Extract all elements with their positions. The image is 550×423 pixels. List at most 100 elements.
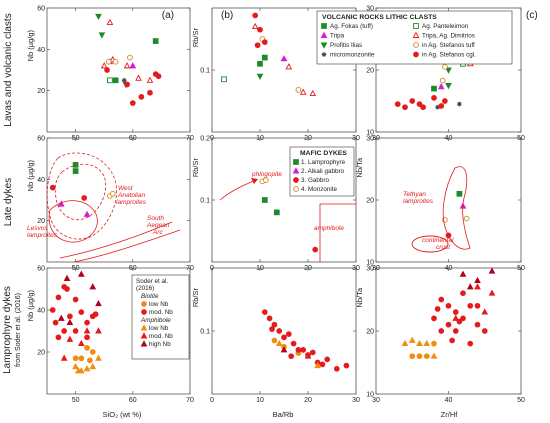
label-tethyan-2: lamproites: [403, 198, 434, 205]
data-point-amp_low: [401, 339, 409, 347]
y-axis-title: Nb (µg/g): [26, 290, 35, 322]
y-tick-label: 60: [37, 266, 45, 273]
data-point-amp_high: [66, 318, 74, 326]
data-point-stef_cgl: [155, 73, 162, 80]
field-south-aegean-lower: [73, 229, 181, 263]
panel-r3a: 50 60 70 20 40 60 Nb (µg/g): [26, 266, 194, 405]
data-point-bio_mod: [55, 334, 62, 341]
panel-letter-c: (c): [526, 10, 538, 21]
data-point-fokas: [257, 60, 263, 67]
data-point-amp_mod: [66, 335, 74, 342]
data-point-amp_low: [83, 365, 91, 372]
y-tick-label: 40: [37, 308, 45, 315]
data-point-lamp: [261, 197, 268, 203]
label-south-aegean-3: Arc: [152, 229, 164, 236]
data-point-bio_mod: [288, 353, 295, 360]
legend-marker-fokas: [321, 23, 327, 29]
label-continental-2: crust: [436, 244, 451, 251]
data-point-bio_mod: [319, 361, 326, 368]
data-point-ilias: [98, 32, 106, 39]
data-point-monz: [262, 177, 269, 184]
data-point-stef_cgl: [420, 104, 426, 111]
panel-r3b: 0 10 20 30 0.1 Rb/Sr: [191, 267, 360, 404]
data-point-bio_mod: [67, 313, 73, 320]
data-point-bio_low: [416, 353, 423, 360]
x-tick-label: 30: [352, 397, 360, 404]
data-point-bio_mod: [84, 319, 90, 326]
data-point-bio_mod: [431, 315, 437, 322]
y-tick-label: 30: [366, 136, 374, 143]
data-point-amp_mod: [95, 327, 102, 334]
label-phlogopite: phlogopite: [251, 171, 282, 178]
data-point-amp_high: [57, 314, 65, 321]
data-point-bio_mod: [64, 286, 70, 292]
label-lesvos-2: lamproites: [27, 232, 58, 239]
data-point-alkgab: [57, 200, 65, 207]
data-point-amp_low: [423, 339, 431, 347]
phlogopite-arrow: [219, 179, 257, 201]
data-point-monz: [463, 215, 470, 222]
data-point-ilias: [445, 67, 452, 74]
panel-frame: [46, 7, 191, 133]
data-point-bio_low: [87, 357, 93, 364]
data-point-bio_mod: [266, 315, 273, 322]
field-west-anatolian-inner: [54, 163, 107, 221]
data-point-dimitrios: [146, 76, 154, 83]
y-tick-label: 20: [366, 329, 374, 336]
data-point-bio_mod: [481, 328, 488, 334]
data-point-fokas: [112, 77, 119, 84]
legend-item-amp_high: high Nb: [149, 341, 171, 348]
data-point-bio_mod: [445, 302, 452, 309]
label-lesvos-1: Lesvos: [27, 225, 48, 232]
legend-item-amp_low: low Nb: [149, 325, 169, 332]
data-point-bio_mod: [460, 315, 466, 322]
data-point-fokas: [261, 54, 268, 61]
data-point-bio_mod: [290, 340, 297, 347]
y-tick-label: 20: [366, 198, 374, 205]
data-point-bio_mod: [55, 294, 62, 301]
legend-marker-bio_mod: [141, 309, 147, 315]
data-point-stef_cgl: [442, 98, 448, 104]
y-axis-title: Rb/Sr: [191, 287, 200, 307]
data-point-amp_low: [95, 354, 102, 361]
legend-marker-gabbro: [293, 177, 299, 183]
x-tick-label: 60: [129, 397, 137, 404]
data-point-stef_tuff: [127, 54, 133, 61]
label-west-anatolian-3: lamproites: [116, 199, 147, 206]
legend-mafic-title: MAFIC DYKES: [300, 150, 347, 157]
row-label-lamprophyre: Lamprophyre dykes: [2, 286, 13, 374]
data-point-stef_tuff: [105, 58, 112, 65]
data-point-bio_mod: [333, 365, 340, 372]
data-point-fokas: [431, 85, 437, 92]
data-point-amp_high: [77, 270, 85, 277]
data-point-gabbro: [312, 246, 319, 253]
data-point-stef_cgl: [431, 95, 437, 101]
data-point-amp_low: [408, 336, 416, 343]
y-tick-label: 40: [37, 47, 45, 54]
data-point-bio_mod: [285, 331, 292, 338]
panel-frame: [46, 267, 191, 395]
data-point-amp_mod: [452, 314, 460, 321]
data-point-bio_mod: [449, 337, 455, 344]
panel-r3c: 30 40 50 10 20 30 Nb/Ta: [355, 266, 525, 405]
panel-letter-a: (a): [162, 10, 174, 21]
x-axis-title-zrhf: Zr/Hf: [441, 410, 459, 419]
legend-item-lamp: 1. Lamprophyre: [301, 159, 346, 166]
x-tick-label: 40: [445, 397, 453, 404]
data-point-bio_mod: [261, 309, 268, 315]
legend-item-stef_tuff: in Ag. Stefanos tuff: [422, 42, 475, 49]
x-axis-title-sio2: SiO₂ (wt %): [103, 410, 142, 419]
data-point-dimitrios: [100, 62, 108, 69]
data-point-bio_mod: [276, 328, 283, 334]
legend-item-gabbro: 3. Gabbro: [301, 177, 330, 184]
field-tethyan: [442, 166, 471, 250]
legend-item-alkgab: 2. Alkali gabbro: [301, 168, 345, 175]
data-point-bio_mod: [474, 302, 481, 309]
data-point-stef_cgl: [257, 26, 263, 33]
data-point-alkgab: [83, 210, 91, 217]
data-point-amp_low: [430, 352, 438, 359]
legend-marker-monz: [293, 186, 299, 192]
y-tick-label: 0.1: [200, 68, 210, 75]
legend-item-monz: 4. Monzonite: [301, 186, 338, 193]
data-point-bio_low: [72, 355, 79, 362]
